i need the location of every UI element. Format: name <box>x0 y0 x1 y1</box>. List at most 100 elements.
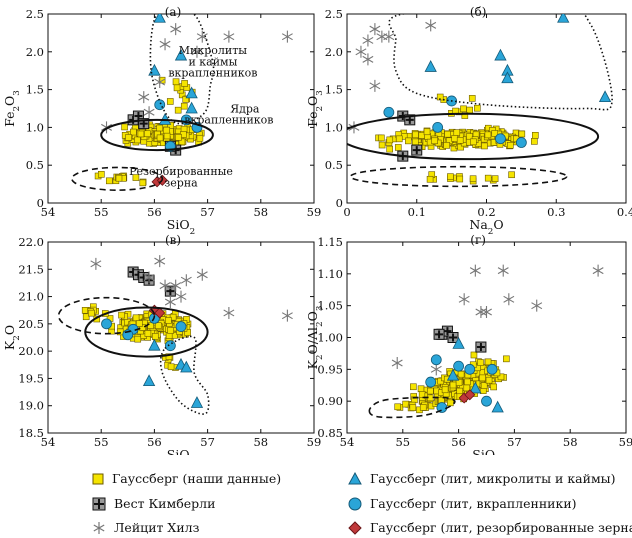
microlite-triangle-point <box>148 63 161 76</box>
yellow-square-point <box>426 175 434 183</box>
microlite-triangle-point <box>185 86 198 99</box>
leucite-hills-point <box>138 91 150 104</box>
yellow-square-point <box>449 381 457 389</box>
microlite-triangle-point <box>557 14 570 23</box>
yellow-square-point <box>166 98 174 105</box>
dashed-envelope <box>71 166 164 191</box>
legend-item-resorbed: Гауссберг (лит, резорбированные зерна) <box>348 520 632 535</box>
leucite-hills-point <box>458 293 470 306</box>
yellow-square-point <box>419 404 427 411</box>
x-tick-label: 0 <box>343 205 350 219</box>
x-tick-label: 54 <box>41 435 56 449</box>
leucite-hills-point <box>223 306 235 319</box>
legend-item-phenocrysts: Гауссберг (лит, вкрапленники) <box>348 496 577 511</box>
phenocryst-circle-point <box>515 137 527 148</box>
plot-area <box>347 14 613 188</box>
leucite-hills-point <box>281 309 293 322</box>
yellow-square-point <box>169 313 177 321</box>
leucite-hills-point <box>425 19 437 32</box>
dashed-envelope <box>349 165 568 188</box>
yellow-square-point <box>463 384 471 392</box>
y-tick-label: 2.0 <box>26 45 44 59</box>
y-tick-label: 0.5 <box>325 158 343 172</box>
x-tick-label: 57 <box>200 435 215 449</box>
yellow-square-point <box>139 179 147 187</box>
x-axis-label: SiO2 <box>167 217 195 237</box>
yellow-square-point <box>156 134 164 142</box>
yellow-square-point <box>116 328 124 336</box>
yellow-square-point <box>468 95 476 102</box>
annotation-text: и каймы <box>188 55 237 68</box>
y-tick-label: 0.5 <box>26 158 44 172</box>
yellow-square-point <box>427 387 434 395</box>
legend-item-west-kimberley: Вест Кимберли <box>92 496 215 511</box>
leucite-hills-point <box>143 271 155 284</box>
legend-label: Гауссберг (лит, вкрапленники) <box>370 496 577 511</box>
annotation-text: вкрапленников <box>168 67 257 80</box>
y-tick-label: 1.0 <box>26 120 44 134</box>
yellow-square-point <box>436 93 444 101</box>
plot-area <box>368 264 604 419</box>
yellow-square-point <box>154 322 162 329</box>
y-axis-label: Fe2O3 <box>2 90 22 127</box>
yellow-square-point <box>447 173 454 180</box>
yellow-square-point <box>88 309 95 317</box>
label-part: 3 <box>315 90 325 96</box>
yellow-square-point <box>182 96 190 103</box>
yellow-square-point <box>132 314 140 322</box>
yellow-square-point <box>470 138 477 146</box>
phenocryst-circle-point <box>464 363 476 375</box>
yellow-square-point <box>82 313 90 321</box>
x-tick-label: 0.4 <box>617 205 632 219</box>
yellow-square-point <box>460 105 467 113</box>
y-axis-label: K2O <box>2 325 22 350</box>
label-part: 2 <box>12 335 22 341</box>
x-tick-label: 59 <box>619 435 632 449</box>
label-part: O <box>305 311 320 321</box>
plot-frame <box>47 13 315 204</box>
leucite-hills-point <box>159 38 171 51</box>
solid-envelope <box>347 112 600 161</box>
y-tick-label: 0 <box>37 196 44 210</box>
leucite-hills-point <box>531 299 543 312</box>
leucite-hills-point <box>191 45 203 58</box>
legend-label: Вест Кимберли <box>114 496 216 511</box>
microlite-triangle-point <box>153 14 166 23</box>
x-tick-label: 56 <box>147 435 162 449</box>
leucite-hills-point <box>196 30 208 43</box>
yellow-square-point <box>479 374 486 382</box>
resorbed-diamond-point <box>464 389 476 401</box>
yellow-square-point <box>518 130 526 138</box>
label-part: 3 <box>315 306 325 312</box>
y-tick-label: 0.95 <box>317 362 343 376</box>
leucite-hills-point <box>170 279 182 292</box>
yellow-square-point <box>144 330 152 337</box>
yellow-square-point <box>118 311 125 319</box>
yellow-square-point <box>156 124 164 132</box>
leucite-hills-point <box>159 279 171 292</box>
label-part: O <box>2 96 17 106</box>
x-tick-label: 57 <box>200 205 215 219</box>
west-kimberley-cross <box>435 330 444 339</box>
dashed-envelope <box>57 296 156 335</box>
yellow-square-point <box>125 134 132 141</box>
west-kimberley-cross <box>476 343 485 352</box>
label-part: O <box>305 96 320 106</box>
y-tick-label: 1.10 <box>317 267 343 281</box>
yellow-square-point <box>447 399 454 407</box>
dashed-envelope <box>368 396 456 419</box>
y-tick-label: 20.5 <box>18 317 44 331</box>
label-part: 2 <box>315 321 325 327</box>
yellow-square-point <box>402 400 409 408</box>
yellow-square-point <box>394 403 402 411</box>
y-tick-label: 21.0 <box>18 290 44 304</box>
yellow-square-point <box>417 385 425 393</box>
yellow-square-point <box>491 130 499 137</box>
annotation-text: вкрапленников <box>184 114 273 127</box>
leucite-hills-point <box>376 30 388 43</box>
yellow-square-point <box>130 128 137 136</box>
y-tick-label: 1.5 <box>26 83 44 97</box>
microlite-triangle-point <box>142 374 156 387</box>
legend-label: Гауссберг (лит, микролиты и каймы) <box>370 471 616 486</box>
plus-square-icon <box>92 497 106 510</box>
